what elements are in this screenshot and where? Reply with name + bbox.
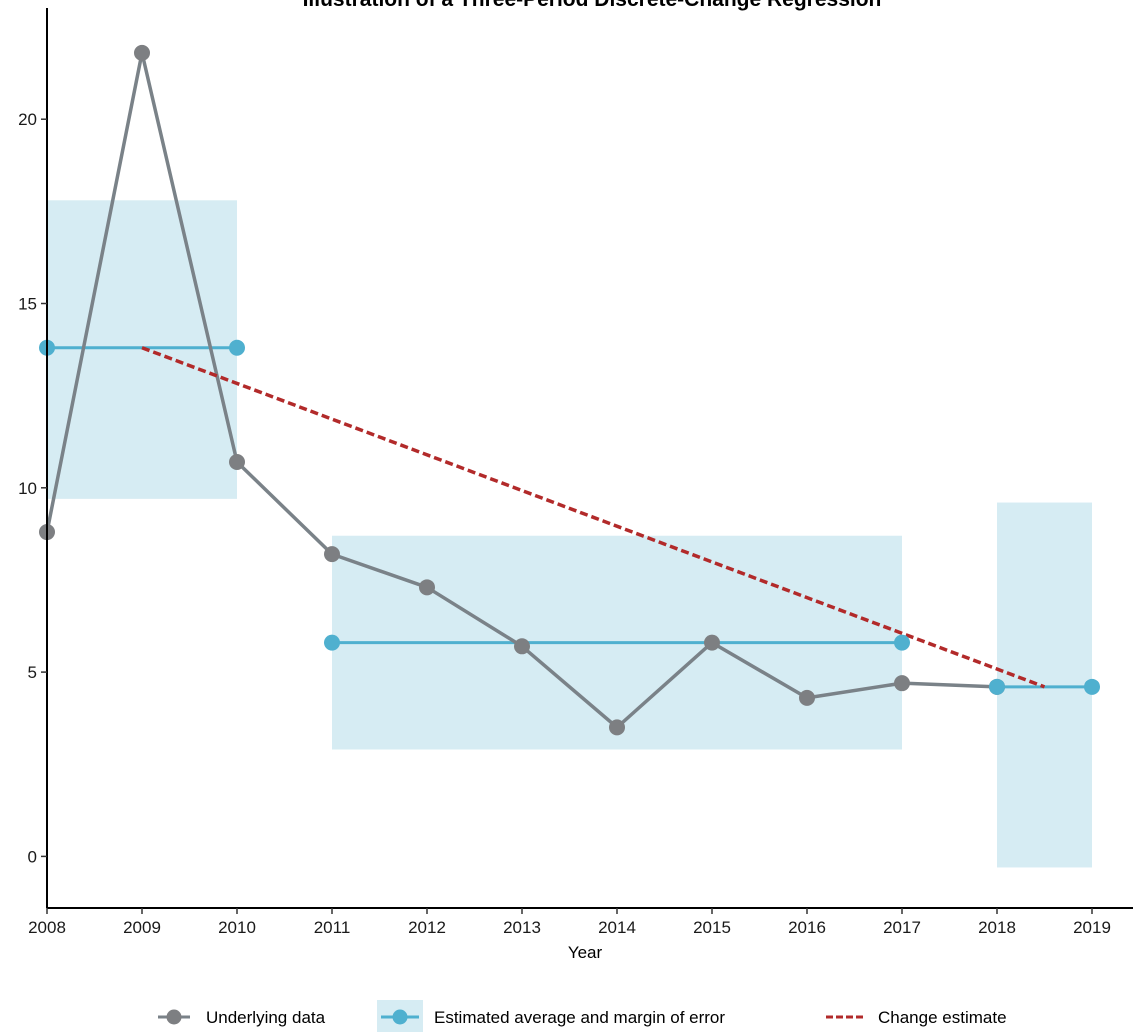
x-tick-label: 2019 [1073, 918, 1111, 937]
legend-label-underlying: Underlying data [206, 1008, 326, 1027]
y-tick-label: 5 [28, 663, 37, 682]
y-tick-label: 15 [18, 295, 37, 314]
x-tick-label: 2008 [28, 918, 66, 937]
x-tick-label: 2015 [693, 918, 731, 937]
axes: 2008 2009 2010 2011 2012 2013 2014 2015 2016 2017… [18, 8, 1133, 937]
x-tick-label: 2016 [788, 918, 826, 937]
estimate-point [894, 634, 910, 651]
legend: Underlying data Estimated average and mar… [158, 1000, 1007, 1032]
x-axis-title: Year [568, 943, 603, 962]
underlying-data-point [419, 579, 435, 596]
underlying-data-point [609, 719, 625, 736]
plot-area [39, 44, 1100, 868]
underlying-data-point [514, 638, 530, 655]
y-tick-label: 0 [28, 847, 37, 866]
underlying-data-point [134, 44, 150, 61]
legend-label-estimate: Estimated average and margin of error [434, 1008, 725, 1027]
legend-key-estimate-point [392, 1009, 408, 1025]
x-tick-label: 2013 [503, 918, 541, 937]
underlying-data-point [229, 454, 245, 470]
underlying-data-point [799, 689, 815, 706]
estimate-point [1084, 678, 1100, 695]
chart-title: Illustration of a Three-Period Discrete-… [303, 0, 882, 11]
change-estimate-line [141, 346, 1046, 689]
x-tick-label: 2010 [218, 918, 256, 937]
x-tick-label: 2014 [598, 918, 636, 937]
legend-key-underlying-point [166, 1009, 182, 1025]
estimate-point [229, 339, 245, 356]
x-tick-label: 2012 [408, 918, 446, 937]
underlying-data-point [704, 634, 720, 651]
x-tick-label: 2017 [883, 918, 921, 937]
x-tick-label: 2011 [314, 918, 351, 937]
estimate-point [324, 634, 340, 651]
underlying-data-point [894, 675, 910, 692]
legend-label-change: Change estimate [878, 1008, 1007, 1027]
x-tick-label: 2009 [123, 918, 161, 937]
x-tick-label: 2018 [978, 918, 1016, 937]
y-tick-label: 20 [18, 110, 37, 129]
underlying-data-point [324, 546, 340, 563]
y-tick-label: 10 [18, 479, 37, 498]
estimate-point [989, 678, 1005, 695]
